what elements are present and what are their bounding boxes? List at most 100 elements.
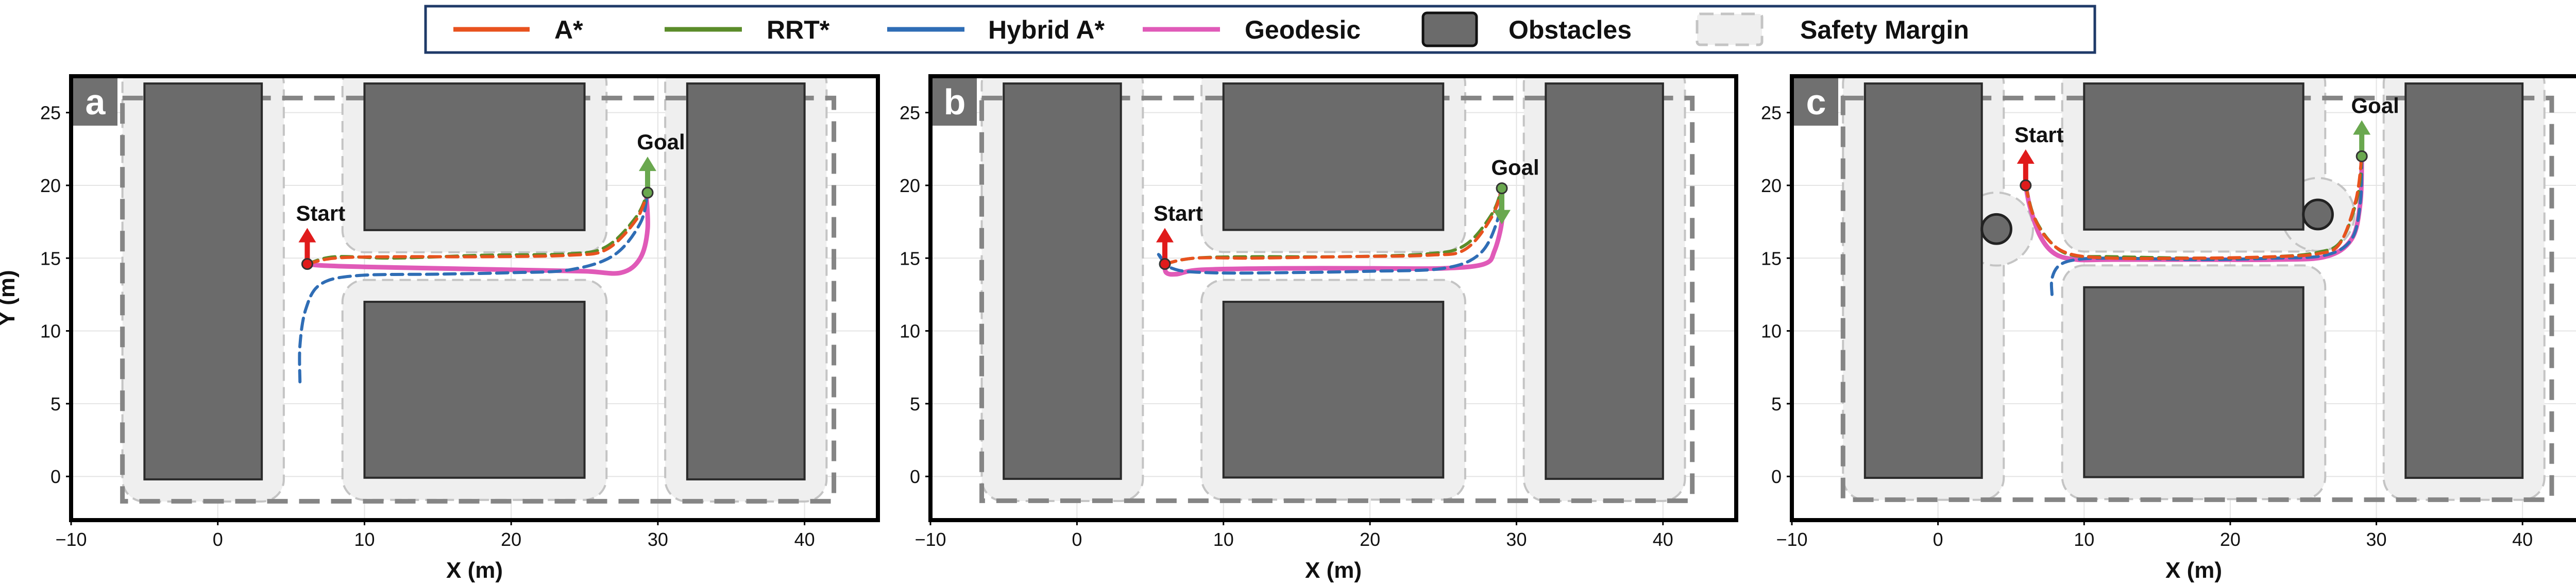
y-tick-label: 25 [900, 102, 920, 124]
panel-label: b [944, 82, 966, 122]
panel-c: Start Goal c −10 0 10 20 30 40 0 5 10 15 20 25 X (m) [1761, 74, 2576, 583]
obstacle [1222, 82, 1445, 231]
obstacle [1222, 301, 1445, 479]
y-tick-label: 10 [900, 321, 920, 342]
x-tick-label: 40 [2512, 529, 2533, 550]
goal-marker-arrow-head [638, 157, 656, 171]
path-astar [1163, 186, 1503, 266]
panel-a: Start Goal a −10 0 10 20 30 40 0 5 10 15 20 25 X (m) Y (… [0, 74, 880, 583]
legend-label: Obstacles [1509, 15, 1632, 44]
legend-label: Safety Margin [1800, 15, 1969, 44]
y-tick-label: 10 [1761, 321, 1782, 342]
start-marker-arrow-head [2016, 149, 2035, 164]
start-marker-label: Start [296, 201, 346, 226]
y-axis-label: Y (m) [0, 270, 20, 326]
legend-item-astar: A* [453, 15, 583, 44]
obstacle [363, 82, 586, 231]
x-tick-label: −10 [1776, 529, 1807, 550]
plot-frame [1790, 74, 2576, 522]
plot-frame [928, 74, 1738, 522]
obstacle [2404, 82, 2524, 479]
obstacle [1545, 82, 1664, 480]
start-marker-point [1159, 258, 1171, 270]
obstacle [363, 301, 586, 479]
goal-marker: Goal [2351, 93, 2399, 162]
legend-label: Hybrid A* [988, 15, 1105, 44]
y-tick-label: 20 [1761, 175, 1782, 196]
x-axis-label: X (m) [1305, 558, 1362, 583]
panels: Start Goal a −10 0 10 20 30 40 0 5 10 15 20 25 X (m) Y (… [0, 74, 2576, 583]
goal-marker-arrow-head [2353, 120, 2371, 135]
panel-label-box [1794, 78, 1838, 126]
plot-area: Start Goal [1792, 76, 2576, 520]
x-tick-label: −10 [55, 529, 87, 550]
obstacle [2083, 286, 2304, 478]
x-tick-label: 10 [354, 529, 375, 550]
y-tick-label: 15 [900, 248, 920, 269]
obstacle [143, 82, 263, 480]
legend-item-geodesic: Geodesic [1143, 15, 1361, 44]
y-tick-label: 5 [910, 393, 920, 415]
legend-item-rrt: RRT* [665, 15, 830, 44]
y-tick-label: 20 [900, 175, 920, 196]
legend-label: Geodesic [1245, 15, 1361, 44]
goal-marker-label: Goal [637, 130, 685, 154]
circular-obstacle [1980, 213, 2012, 245]
start-marker: Start [1154, 201, 1203, 270]
goal-marker: Goal [637, 130, 685, 199]
start-marker-arrow-head [1156, 228, 1174, 243]
y-tick-label: 20 [40, 175, 61, 196]
obstacle [1003, 82, 1122, 480]
plot-frame [69, 74, 880, 522]
start-marker: Start [296, 201, 346, 270]
x-tick-label: 10 [1213, 529, 1234, 550]
x-tick-label: 20 [1360, 529, 1380, 550]
plot-area: Start Goal [71, 76, 878, 520]
obstacle [686, 82, 806, 480]
goal-marker-point [2355, 150, 2368, 162]
legend-label: RRT* [767, 15, 830, 44]
x-tick-label: 0 [1072, 529, 1082, 550]
panel-label-box [933, 78, 977, 126]
panel-label: a [86, 82, 106, 122]
legend: A* RRT* Hybrid A* Geodesic Obstacles Safety M… [424, 5, 2096, 54]
path-astar [2024, 154, 2364, 261]
path-geodesic [304, 190, 650, 276]
legend-swatch-margin [1696, 12, 1764, 46]
y-tick-label: 15 [1761, 248, 1782, 269]
x-tick-label: −10 [914, 529, 946, 550]
x-tick-label: 40 [794, 529, 815, 550]
goal-marker-label: Goal [2351, 93, 2399, 117]
x-tick-label: 30 [648, 529, 668, 550]
circular-obstacle [2302, 198, 2334, 231]
x-axis-label: X (m) [446, 558, 503, 583]
goal-marker-point [641, 186, 654, 199]
x-tick-label: 40 [1653, 529, 1673, 550]
start-marker: Start [2014, 123, 2064, 192]
goal-marker-arrow-head [1493, 210, 1511, 225]
start-marker-point [301, 258, 313, 270]
goal-marker-point [1496, 182, 1508, 195]
y-tick-label: 0 [1771, 466, 1782, 487]
panel-label: c [1806, 82, 1826, 122]
goal-marker: Goal [1491, 156, 1539, 225]
legend-item-hybrid: Hybrid A* [887, 15, 1105, 44]
legend-swatch-obstacles [1421, 11, 1478, 47]
obstacle [2083, 82, 2304, 231]
legend-item-obstacle: Obstacles [1421, 11, 1632, 47]
y-tick-label: 25 [1761, 102, 1782, 124]
y-tick-label: 10 [40, 321, 61, 342]
panel-label-box [73, 78, 117, 126]
y-tick-label: 0 [50, 466, 61, 487]
legend-label: A* [554, 15, 583, 44]
start-marker-arrow-head [298, 228, 316, 243]
x-tick-label: 0 [1933, 529, 1943, 550]
x-axis-label: X (m) [2165, 558, 2222, 583]
x-tick-label: 30 [2366, 529, 2387, 550]
path-hybrid [298, 191, 649, 384]
panel-b: Start Goal b −10 0 10 20 30 40 0 5 10 15 20 25 X (m) [900, 74, 1738, 583]
x-tick-label: 20 [501, 529, 521, 550]
start-marker-point [2020, 179, 2032, 192]
y-tick-label: 15 [40, 248, 61, 269]
